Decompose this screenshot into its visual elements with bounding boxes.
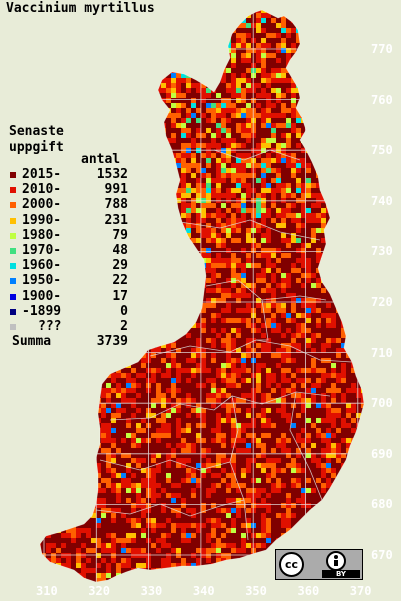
legend-count: 17 xyxy=(112,288,128,304)
legend-count: 231 xyxy=(104,212,128,228)
person-icon xyxy=(326,551,346,571)
legend-swatch xyxy=(10,278,16,285)
legend-swatch xyxy=(10,247,16,254)
x-tick-label: 340 xyxy=(192,584,215,598)
legend-heading-senaste: Senaste xyxy=(9,124,64,139)
legend-count: 79 xyxy=(112,227,128,243)
legend-heading-uppgift: uppgift xyxy=(9,140,64,155)
y-tick-label: 770 xyxy=(371,42,393,56)
y-tick-label: 690 xyxy=(371,446,393,461)
legend-label: 2015- xyxy=(22,167,62,182)
legend-label: ??? xyxy=(38,318,62,334)
legend-count: 22 xyxy=(112,273,128,289)
x-tick-label: 330 xyxy=(140,584,163,598)
legend-count: 1532 xyxy=(96,167,128,182)
legend-count-header: antal xyxy=(81,152,121,167)
x-tick-label: 320 xyxy=(88,584,110,598)
legend-swatch xyxy=(10,232,16,239)
legend-count: 788 xyxy=(104,197,128,213)
legend-swatch xyxy=(10,263,16,270)
x-tick-label: 350 xyxy=(245,584,267,598)
cc-icon: cc xyxy=(279,552,304,577)
legend-swatch xyxy=(10,323,16,330)
legend-swatch xyxy=(10,202,16,209)
cc-by-license-badge: cc BY xyxy=(275,549,363,580)
legend-swatch xyxy=(10,308,16,315)
summa-count: 3739 xyxy=(96,334,128,350)
legend-label: 1950- xyxy=(22,273,62,289)
legend-label: 2010- xyxy=(22,182,62,198)
legend-count: 0 xyxy=(120,303,128,319)
map-title: Vaccinium myrtillus xyxy=(6,1,155,16)
y-tick-label: 760 xyxy=(371,92,393,107)
legend-swatch xyxy=(10,217,16,224)
legend-swatch xyxy=(10,172,16,178)
legend-label: 1990- xyxy=(22,212,62,228)
y-tick-label: 710 xyxy=(371,345,393,360)
legend-label: 2000- xyxy=(22,197,62,213)
y-tick-label: 730 xyxy=(371,244,393,259)
x-tick-label: 370 xyxy=(349,584,372,598)
legend-count: 29 xyxy=(112,258,128,274)
legend-count: 2 xyxy=(120,318,128,334)
y-tick-label: 740 xyxy=(371,193,393,208)
legend-label: 1900- xyxy=(22,288,62,304)
legend-label: 1960- xyxy=(22,258,62,274)
legend-swatch xyxy=(10,187,16,194)
legend-count: 48 xyxy=(112,242,128,258)
legend-swatch xyxy=(10,293,16,300)
x-tick-label: 360 xyxy=(297,584,320,598)
y-tick-label: 670 xyxy=(371,548,393,562)
y-tick-label: 750 xyxy=(371,143,393,158)
y-tick-label: 700 xyxy=(371,396,393,411)
legend-label: 1980- xyxy=(22,227,62,243)
legend-count: 991 xyxy=(104,182,128,198)
legend-label: -1899 xyxy=(22,303,62,319)
legend-label: 1970- xyxy=(22,242,62,258)
summa-label: Summa xyxy=(12,334,52,350)
x-tick-label: 310 xyxy=(36,584,58,598)
y-tick-label: 680 xyxy=(371,497,393,512)
by-label: BY xyxy=(322,570,360,578)
y-tick-label: 720 xyxy=(371,295,393,309)
